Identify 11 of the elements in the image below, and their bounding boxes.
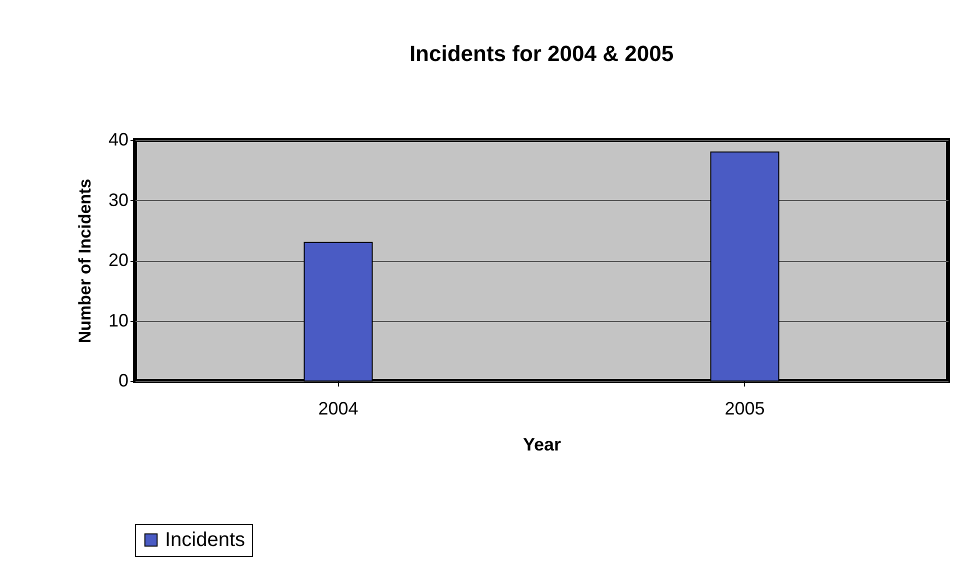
x-tick-label: 2004 (318, 398, 358, 418)
y-tick-label: 20 (108, 250, 128, 270)
y-tick-label: 10 (108, 310, 128, 330)
x-axis-title: Year (522, 434, 562, 454)
y-tick-label: 40 (108, 130, 128, 150)
chart-title: Incidents for 2004 & 2005 (409, 41, 674, 66)
y-tick-label: 0 (118, 370, 128, 390)
y-tick-label: 30 (108, 190, 128, 210)
x-tick-label: 2005 (724, 398, 765, 418)
legend-label: Incidents (165, 529, 246, 551)
y-axis-title: Number of Incidents (75, 178, 94, 344)
